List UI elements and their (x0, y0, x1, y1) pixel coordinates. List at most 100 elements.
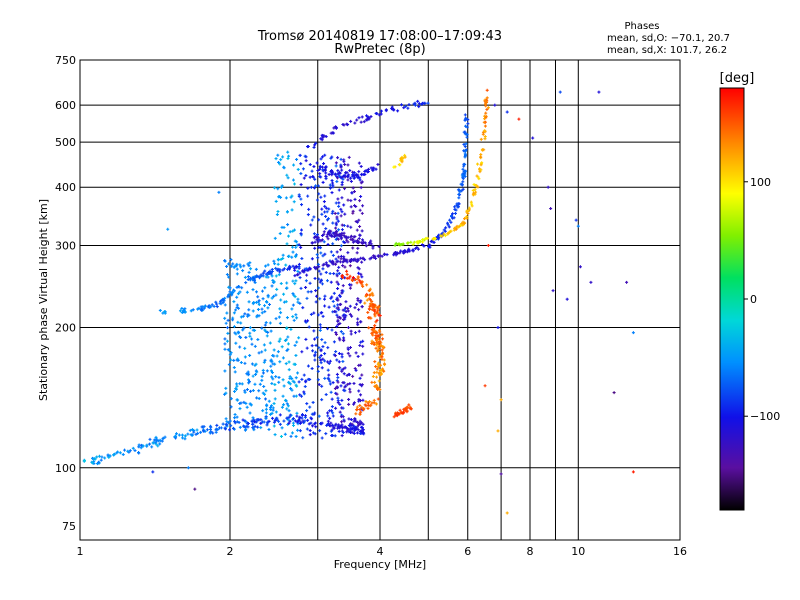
data-point (301, 436, 305, 440)
data-point (154, 440, 158, 444)
data-point (231, 318, 235, 322)
data-point (343, 425, 347, 429)
data-point (279, 195, 283, 199)
data-point (306, 186, 310, 190)
data-point (232, 311, 236, 315)
data-point (276, 262, 280, 266)
data-point (334, 125, 338, 129)
data-point (357, 329, 361, 333)
data-point (352, 381, 356, 385)
data-point (286, 335, 290, 339)
data-point (456, 205, 460, 209)
data-point (299, 197, 303, 201)
data-point (319, 422, 323, 426)
data-point (578, 265, 582, 269)
data-point (337, 360, 341, 364)
data-point (272, 420, 276, 424)
data-point (372, 341, 376, 345)
data-point (380, 355, 384, 359)
data-point (331, 253, 335, 257)
data-point (294, 383, 298, 387)
data-point (392, 415, 396, 419)
data-point (329, 250, 333, 254)
data-point (331, 299, 335, 303)
data-point (405, 409, 409, 413)
data-point (272, 259, 276, 263)
data-point (305, 427, 309, 431)
data-point (186, 466, 190, 470)
data-point (320, 384, 324, 388)
data-point (360, 426, 364, 430)
data-point (546, 185, 550, 189)
data-point (313, 240, 317, 244)
data-point (358, 376, 362, 380)
data-point (337, 188, 341, 192)
data-point (312, 311, 316, 315)
data-point (317, 269, 321, 273)
data-point (218, 301, 222, 305)
data-point (340, 196, 344, 200)
data-point (217, 190, 221, 194)
data-point (347, 424, 351, 428)
data-point (338, 410, 342, 414)
data-point (236, 357, 240, 361)
data-point (263, 348, 267, 352)
data-point (336, 169, 340, 173)
data-point (327, 264, 331, 268)
data-point (347, 173, 351, 177)
colorbar-tick-label: −100 (750, 410, 780, 423)
data-point (336, 237, 340, 241)
data-point (315, 233, 319, 237)
data-point (347, 430, 351, 434)
data-point (307, 325, 311, 329)
data-point (273, 419, 277, 423)
data-point (339, 316, 343, 320)
data-point (376, 334, 380, 338)
data-point (399, 157, 403, 161)
data-point (224, 386, 228, 390)
data-point (348, 274, 352, 278)
data-point (328, 359, 332, 363)
data-point (341, 359, 345, 363)
data-point (195, 428, 199, 432)
x-tick-labels: 1 2 4 6 8 10 16 (77, 545, 688, 558)
colorbar-tick-label: 0 (750, 293, 757, 306)
data-point (318, 280, 322, 284)
chart-title: Tromsø 20140819 17:08:00–17:09:43 (257, 29, 502, 44)
data-point (296, 300, 300, 304)
data-point (286, 176, 290, 180)
data-point (350, 427, 354, 431)
data-point (268, 321, 272, 325)
data-point (384, 109, 388, 113)
data-point (420, 243, 424, 247)
data-point (330, 428, 334, 432)
data-point (267, 427, 271, 431)
data-point (449, 215, 453, 219)
data-point (260, 350, 264, 354)
data-point (273, 362, 277, 366)
data-point (345, 269, 349, 273)
data-point (359, 281, 363, 284)
data-point (251, 374, 255, 378)
x-axis-label: Frequency [MHz] (334, 558, 426, 571)
data-point (275, 213, 279, 217)
data-point (233, 331, 237, 335)
data-point (348, 387, 352, 391)
data-point (232, 289, 236, 293)
data-point (444, 226, 448, 230)
data-point (367, 326, 371, 330)
data-point (328, 409, 332, 413)
data-point (223, 316, 227, 320)
data-point (320, 398, 324, 402)
data-point (345, 122, 349, 126)
data-point (348, 304, 352, 308)
data-point (316, 256, 320, 260)
data-point (484, 111, 488, 115)
data-point (371, 246, 375, 250)
data-point (317, 192, 321, 196)
data-point (277, 195, 281, 199)
data-point (273, 383, 277, 387)
data-point (432, 240, 436, 244)
data-point (275, 268, 279, 272)
data-point (306, 377, 310, 381)
